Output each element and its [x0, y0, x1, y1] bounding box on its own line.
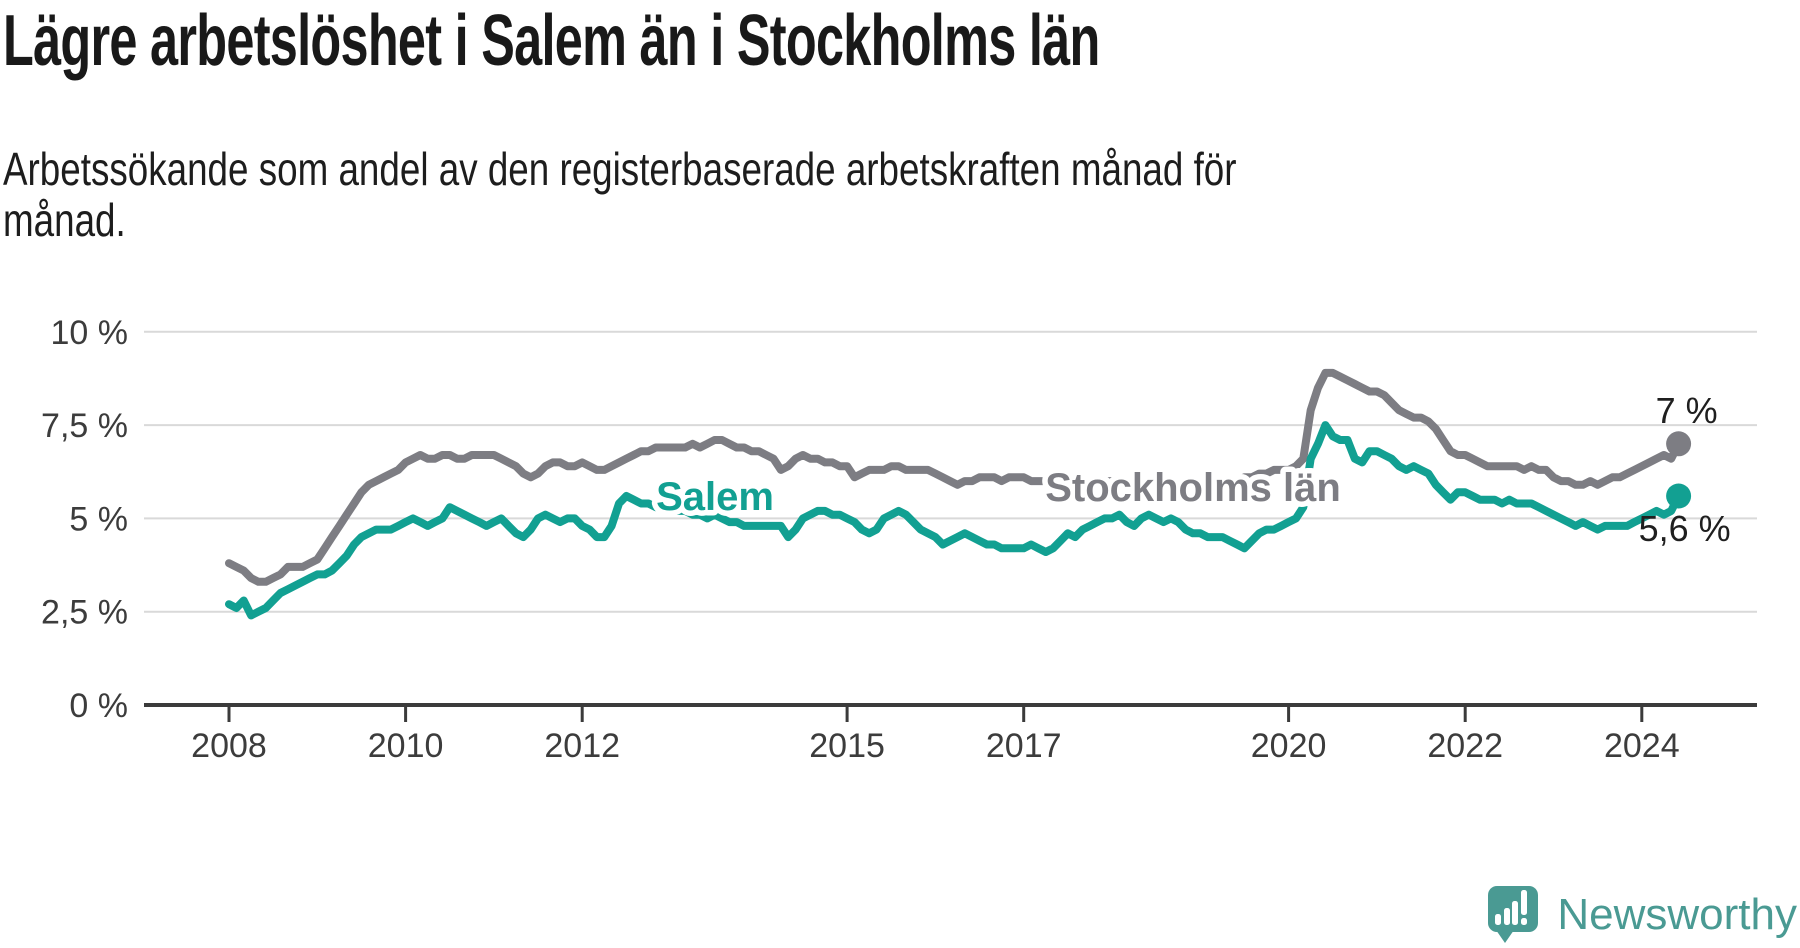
- end-value-annotations: 7 % 5,6 %: [1639, 390, 1731, 549]
- y-axis-label: 7,5 %: [41, 407, 128, 445]
- exclamation-bar: [1521, 890, 1528, 915]
- end-point-dots: [1666, 431, 1692, 509]
- x-axis-label: 2012: [544, 727, 620, 765]
- x-axis-label: 2010: [368, 727, 444, 765]
- series-line-salem: [225, 421, 1683, 620]
- y-axis-label: 2,5 %: [41, 594, 128, 632]
- page-title: Lägre arbetslöshet i Salem än i Stockhol…: [3, 1, 1100, 81]
- bar-chart-bar-tall: [1512, 901, 1519, 925]
- series-line-stockholms-lan: [225, 368, 1683, 586]
- axis-labels: 0 % 2,5 % 5 % 7,5 % 10 % 2008 2010 2012 2015 2017…: [41, 314, 1680, 765]
- subtitle-line-1: Arbetssökande som andel av den registerb…: [3, 143, 1237, 195]
- end-point-dot: [1666, 431, 1692, 457]
- series-label: Salem: [656, 475, 774, 519]
- x-axis-label: 2008: [191, 727, 267, 765]
- x-axis-label: 2015: [809, 727, 885, 765]
- x-axis-label: 2017: [986, 727, 1062, 765]
- y-axis-label: 10 %: [51, 314, 129, 352]
- newsworthy-wordmark: Newsworthy: [1557, 890, 1797, 939]
- axes: [144, 703, 1757, 722]
- x-axis-label: 2024: [1604, 727, 1680, 765]
- series-label: Stockholms län: [1045, 466, 1341, 510]
- newsworthy-branding: Newsworthy: [1488, 886, 1797, 944]
- speech-bubble-tail: [1496, 930, 1515, 943]
- series-lines: [225, 368, 1683, 620]
- series-labels: Stockholms län Salem: [651, 461, 1347, 525]
- end-point-dot: [1666, 483, 1692, 509]
- x-axis-label: 2022: [1427, 727, 1503, 765]
- exclamation-dot: [1521, 918, 1528, 925]
- x-axis-label: 2020: [1251, 727, 1327, 765]
- end-value-label: 7 %: [1656, 390, 1718, 431]
- y-axis-label: 0 %: [69, 687, 128, 725]
- y-axis-label: 5 %: [69, 500, 128, 538]
- subtitle-line-2: månad.: [3, 194, 126, 246]
- newsworthy-logo-icon: [1488, 886, 1539, 943]
- bar-chart-bar-medium: [1504, 908, 1511, 925]
- chart-subtitle: Arbetssökande som andel av den registerb…: [3, 144, 1237, 246]
- end-value-label: 5,6 %: [1639, 508, 1731, 549]
- bar-chart-bar-small: [1495, 914, 1502, 925]
